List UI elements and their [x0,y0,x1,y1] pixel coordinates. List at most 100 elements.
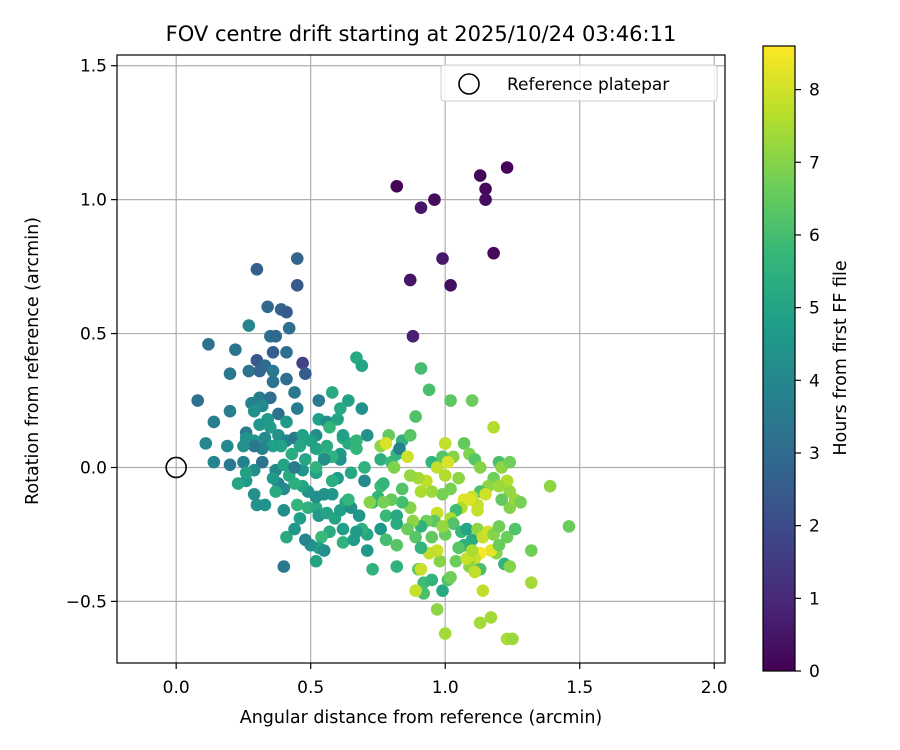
data-point [425,573,439,587]
data-point [379,533,393,547]
y-axis-label: Rotation from reference (arcmin) [23,217,43,505]
colorbar-tick-label: 8 [809,81,820,101]
data-point [312,394,326,407]
data-point [503,485,517,498]
data-point [390,179,404,193]
data-point [525,544,538,557]
data-point [355,359,369,372]
data-point [403,469,417,482]
data-point [422,383,436,397]
data-point [449,554,463,568]
y-tick-label: −0.5 [66,592,107,612]
y-tick-label: 0.0 [80,458,107,478]
data-point [247,404,261,418]
data-point [280,372,293,386]
chart-title: FOV centre drift starting at 2025/10/24 … [166,22,677,46]
data-point [360,429,374,442]
data-point [325,386,339,399]
colorbar-gradient [762,45,796,672]
reference-platepar-marker [165,456,187,479]
legend-label: Reference platepar [507,75,669,95]
data-point [264,391,277,405]
data-point [331,412,344,426]
data-point [479,182,492,196]
data-point [272,407,285,421]
data-point [360,544,374,557]
data-point [277,560,291,573]
data-point [473,616,487,630]
data-point [465,394,479,407]
data-point [320,439,334,453]
data-point [487,420,500,434]
data-point [280,346,293,359]
data-point [266,375,280,389]
data-point [336,429,350,442]
data-point [247,439,261,453]
data-point [473,169,487,182]
data-point [525,576,538,589]
data-point [207,455,221,469]
y-axis-ticks: −0.5 0.0 0.5 1.0 1.5 [66,57,117,612]
data-point [484,611,498,624]
data-point [290,252,304,265]
data-point [309,554,323,568]
data-point [390,509,404,522]
data-point [463,493,476,506]
data-point [325,474,339,488]
data-point [347,533,361,547]
y-tick-label: 1.0 [80,191,107,211]
data-point [503,455,517,469]
data-point [242,319,256,332]
data-point [366,562,379,576]
data-point [465,544,479,557]
data-point [508,522,522,536]
data-point [374,453,387,466]
data-point [379,437,393,450]
colorbar-tick-label: 6 [809,226,820,246]
data-point [487,246,500,260]
data-point [299,533,312,547]
plot-frame [116,54,726,664]
colorbar-tick-label: 5 [809,299,820,319]
data-point [290,402,304,415]
data-point [409,410,422,423]
data-point [414,541,428,555]
data-point [495,493,509,506]
x-tick-label: 1.5 [566,678,593,698]
data-point [223,458,237,472]
data-point [446,517,460,531]
data-point [436,252,449,265]
data-point [425,485,439,498]
data-point [247,487,261,501]
data-point [471,504,484,517]
data-point [304,434,317,447]
data-point [473,461,487,474]
data-point [444,279,457,292]
data-point [255,455,269,469]
data-point [393,442,406,456]
data-point [315,530,328,544]
data-point [336,522,350,536]
data-point [358,461,371,474]
data-point [428,193,441,206]
data-point [430,461,444,474]
data-point [293,439,307,453]
data-point [336,536,350,549]
data-point [280,415,293,429]
data-point [191,394,205,407]
plot-axes [116,54,726,664]
data-point [282,321,296,335]
legend: Reference platepar [440,64,718,102]
data-point [492,520,506,533]
data-point [377,477,390,490]
data-point [299,453,312,466]
data-point [261,300,274,314]
x-tick-label: 2.0 [701,678,728,698]
legend-box [440,64,718,102]
colorbar-ticks: 0 1 2 3 4 5 6 7 8 [795,81,820,682]
data-point [350,434,363,447]
data-point [285,447,299,461]
colorbar-tick-label: 1 [809,589,820,609]
data-point [492,538,506,552]
